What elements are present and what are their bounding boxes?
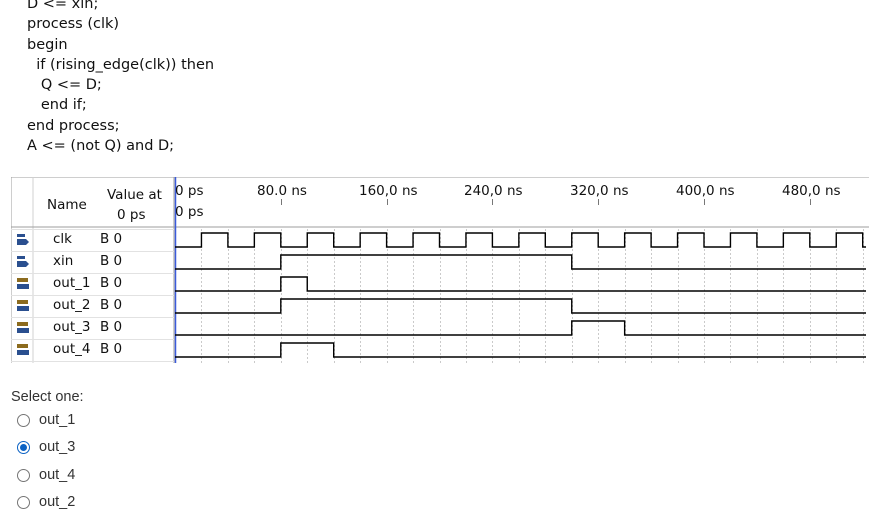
option-label: out_2 — [39, 494, 76, 510]
option-out_1[interactable]: out_1 — [17, 409, 75, 431]
radio-unchecked-icon[interactable] — [17, 468, 30, 482]
time-tick-label: 80.0 ns — [257, 183, 307, 199]
answer-choices: Select one: out_1 out_3 out_4 out_2 — [11, 387, 84, 510]
signal-name: xin — [53, 253, 74, 269]
input-pin-icon — [17, 256, 29, 267]
radio-unchecked-icon[interactable] — [17, 495, 30, 509]
cursor-value-label: 0 ps — [175, 204, 204, 220]
output-pin-icon — [17, 300, 29, 311]
option-label: out_3 — [39, 439, 76, 455]
vhdl-code: D <= xin; process (clk) begin if (rising… — [27, 0, 214, 156]
signal-trace-out_1 — [175, 276, 866, 292]
time-tick-label: 160,0 ns — [359, 183, 418, 199]
code-line: end if; — [27, 97, 87, 114]
signal-name: out_4 — [53, 341, 91, 357]
signal-trace-xin — [175, 254, 866, 270]
option-out_3[interactable]: out_3 — [17, 436, 75, 458]
option-label: out_4 — [39, 467, 76, 483]
signal-name: clk — [53, 231, 72, 247]
signal-value: B 0 — [100, 231, 123, 247]
signal-value: B 0 — [100, 253, 123, 269]
input-pin-icon — [17, 234, 29, 245]
waveform-grid — [11, 177, 869, 363]
code-line: process (clk) — [27, 16, 120, 33]
signal-name: out_2 — [53, 297, 91, 313]
time-tick-label: 480,0 ns — [782, 183, 841, 199]
option-out_2[interactable]: out_2 — [17, 491, 75, 513]
output-pin-icon — [17, 322, 29, 333]
option-label: out_1 — [39, 412, 76, 428]
signal-value: B 0 — [100, 275, 123, 291]
radio-unchecked-icon[interactable] — [17, 413, 30, 427]
code-line: begin — [27, 36, 68, 53]
value-column-header: Value at — [107, 187, 162, 203]
signal-trace-clk — [175, 232, 866, 248]
waveform-viewer: Name Value at 0 ps 0 ps 0 ps 80.0 ns 160… — [11, 177, 869, 367]
value-column-header-time: 0 ps — [117, 207, 146, 223]
signal-value: B 0 — [100, 297, 123, 313]
signal-trace-out_2 — [175, 298, 866, 314]
code-line: Q <= D; — [27, 77, 102, 94]
time-tick-label: 320,0 ns — [570, 183, 629, 199]
signal-name: out_3 — [53, 319, 91, 335]
radio-checked-icon[interactable] — [17, 440, 30, 454]
signal-name: out_1 — [53, 275, 91, 291]
signal-trace-out_4 — [175, 342, 866, 358]
select-one-prompt: Select one: — [11, 389, 84, 405]
code-line: D <= xin; — [27, 0, 99, 12]
signal-value: B 0 — [100, 319, 123, 335]
time-tick-label: 400,0 ns — [676, 183, 735, 199]
code-line: if (rising_edge(clk)) then — [27, 56, 215, 73]
code-line: end process; — [27, 117, 120, 134]
code-line: A <= (not Q) and D; — [27, 138, 175, 155]
signal-trace-out_3 — [175, 320, 866, 336]
option-out_4[interactable]: out_4 — [17, 464, 75, 486]
output-pin-icon — [17, 278, 29, 289]
time-tick-label: 240,0 ns — [464, 183, 523, 199]
output-pin-icon — [17, 344, 29, 355]
time-cursor-label: 0 ps — [175, 183, 204, 199]
signal-value: B 0 — [100, 341, 123, 357]
name-column-header: Name — [47, 197, 87, 213]
